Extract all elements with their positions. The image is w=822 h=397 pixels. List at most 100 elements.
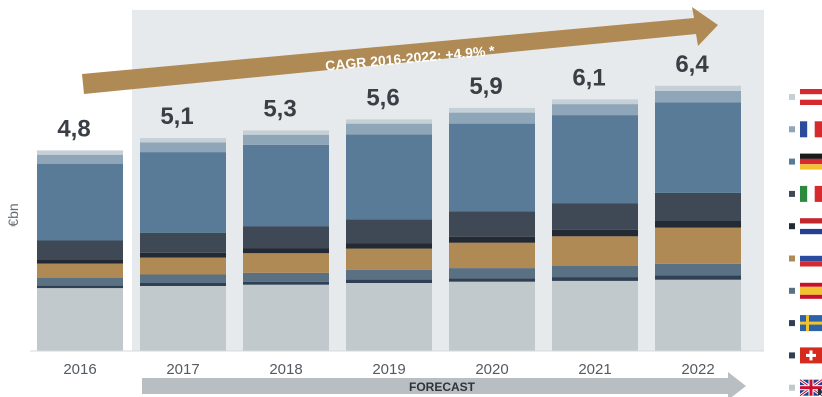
legend-marker <box>789 320 795 327</box>
corner-mark <box>818 389 821 395</box>
bar-segment <box>243 284 329 351</box>
bar-segment <box>552 277 638 281</box>
totals-group: 4,8 5,1 5,3 5,6 5,9 6,1 6,4 <box>57 51 709 143</box>
bar-segment <box>243 134 329 145</box>
total-label: 5,6 <box>366 84 399 111</box>
bar-segment <box>449 112 535 124</box>
bar-segment <box>37 154 123 164</box>
bar-segment <box>655 90 741 103</box>
total-label: 5,3 <box>263 95 296 122</box>
bar-segment <box>140 138 226 143</box>
bar-segment <box>243 248 329 254</box>
bar-segment <box>140 252 226 258</box>
austria-flag-icon <box>800 89 822 105</box>
y-axis-label: €bn <box>5 203 21 226</box>
uk-flag-icon <box>799 378 822 397</box>
bar-segment <box>346 279 432 283</box>
italy-flag-icon <box>800 185 822 202</box>
bar-segment <box>449 242 535 269</box>
bar-segment <box>552 229 638 237</box>
total-label: 6,1 <box>572 64 605 91</box>
legend-marker <box>789 158 795 165</box>
bar-segment <box>243 144 329 227</box>
germany-flag-icon <box>800 153 822 170</box>
bar-segment <box>655 192 741 221</box>
total-label: 6,4 <box>675 51 709 78</box>
bar-segment <box>655 275 741 280</box>
bar-segment <box>243 272 329 282</box>
bar-segment <box>449 211 535 237</box>
netherlands-flag-icon <box>800 218 822 235</box>
bar-segment <box>346 119 432 124</box>
bar-segment <box>37 263 123 278</box>
bar-segment <box>346 243 432 249</box>
bar-segment <box>140 286 226 351</box>
bar-segment <box>552 280 638 351</box>
bar-segment <box>552 104 638 116</box>
switzerland-flag-icon <box>800 347 822 364</box>
x-tick-label: 2018 <box>269 361 302 378</box>
bar-segment <box>449 107 535 113</box>
bar-segment <box>346 123 432 135</box>
bar-segment <box>243 253 329 273</box>
bar-segment <box>449 278 535 282</box>
bar-segment <box>140 142 226 153</box>
bar-segment <box>449 236 535 243</box>
legend-marker <box>789 384 795 391</box>
bar-segment <box>140 274 226 283</box>
legend-marker <box>789 190 795 197</box>
bar-segment <box>655 263 741 276</box>
x-tick-label: 2017 <box>166 361 199 378</box>
forecast-label: FORECAST <box>409 380 476 394</box>
bar-segment <box>655 85 741 91</box>
spain-flag-icon <box>800 282 822 299</box>
bar-segment <box>655 227 741 264</box>
bar-segment <box>140 283 226 286</box>
bar-segment <box>552 236 638 266</box>
bar-segment <box>37 150 123 155</box>
bar-segment <box>346 269 432 280</box>
bar-segment <box>449 123 535 212</box>
x-tick-label: 2016 <box>63 361 96 378</box>
x-tick-label: 2020 <box>475 361 508 378</box>
bar-segment <box>346 283 432 351</box>
forecast-arrow-shape <box>142 372 746 397</box>
bar-segment <box>37 164 123 241</box>
bar-segment <box>346 134 432 220</box>
bar-segment <box>655 279 741 351</box>
legend-marker <box>789 126 795 133</box>
x-tick-label: 2019 <box>372 361 405 378</box>
bar-segment <box>449 281 535 351</box>
cagr-arrow-shape <box>82 7 718 94</box>
sweden-flag-icon <box>800 315 822 332</box>
bar-segment <box>243 281 329 285</box>
x-tick-label: 2022 <box>681 361 714 378</box>
bar-segment <box>37 288 123 351</box>
total-label: 5,1 <box>160 103 193 130</box>
bar-segment <box>140 232 226 253</box>
bar-segment <box>552 99 638 105</box>
legend-marker <box>789 287 795 294</box>
total-label: 4,8 <box>57 115 90 142</box>
bar-segment <box>552 115 638 204</box>
bar-segment <box>243 226 329 249</box>
legend-marker <box>789 352 795 359</box>
x-tick-labels: 2016 2017 2018 2019 2020 2021 2022 <box>63 361 714 378</box>
bar-segment <box>243 130 329 135</box>
bar-segment <box>346 248 432 270</box>
bar-segment <box>140 257 226 275</box>
legend-marker <box>789 255 795 262</box>
forecast-arrow: FORECAST <box>142 372 746 397</box>
bar-segment <box>37 285 123 289</box>
france-flag-icon <box>800 121 822 138</box>
legend <box>789 89 822 397</box>
bar-segment <box>552 266 638 278</box>
bar-segment <box>552 203 638 230</box>
x-tick-label: 2021 <box>578 361 611 378</box>
bar-segment <box>449 268 535 279</box>
russia-flag-icon <box>800 250 822 267</box>
total-label: 5,9 <box>469 73 502 100</box>
bar-segment <box>346 219 432 244</box>
legend-marker <box>789 223 795 230</box>
bar-segment <box>655 220 741 228</box>
